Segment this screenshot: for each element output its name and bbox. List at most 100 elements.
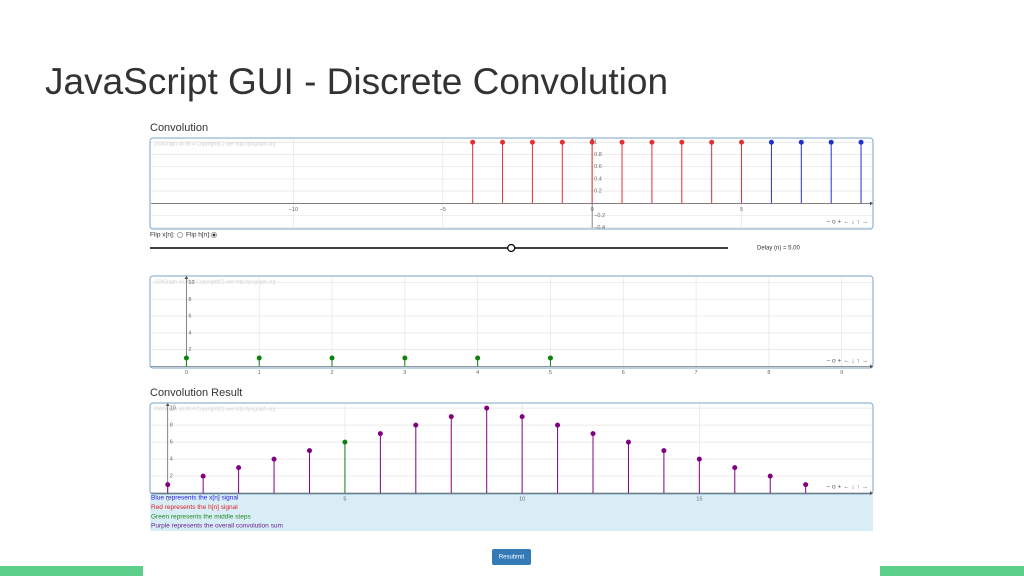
stem-dot [500, 139, 506, 145]
y-tick-label: 1 [594, 140, 597, 146]
y-tick-label: 0.4 [594, 176, 602, 182]
x-tick-label: 5 [740, 207, 743, 213]
stem-dot [732, 465, 738, 471]
stem-dot [547, 355, 553, 361]
stem-dot [679, 139, 685, 145]
y-tick-label: 6 [188, 314, 191, 320]
radio-dot[interactable] [212, 233, 216, 237]
delay-label: Delay (n) = 5.00 [757, 246, 801, 252]
stem-dot [448, 414, 454, 420]
section-title: Convolution Result [150, 387, 242, 399]
nav-controls[interactable]: − o + ← ↓ ↑ → [826, 219, 868, 226]
y-tick-label: 8 [170, 423, 173, 429]
slide-title: JavaScript GUI - Discrete Convolution [45, 61, 668, 102]
radio-label: Flip h[n]: [186, 232, 211, 239]
stem-dot [529, 139, 535, 145]
stem-dot [798, 139, 804, 145]
x-tick-label: 2 [330, 370, 333, 376]
stem-dot [696, 456, 702, 462]
x-tick-label: 0 [166, 497, 169, 503]
stem-dot [858, 139, 864, 145]
x-tick-label: −5 [440, 207, 446, 213]
y-tick-label: 4 [188, 330, 191, 336]
x-tick-label: 1 [258, 370, 261, 376]
x-axis-arrow [870, 364, 873, 369]
y-tick-label: 2 [188, 347, 191, 353]
stem-dot [589, 139, 595, 145]
y-tick-label: 0.6 [594, 164, 602, 170]
stem-dot [402, 355, 408, 361]
y-tick-label: 8 [188, 297, 191, 303]
x-axis-arrow [870, 201, 873, 206]
x-tick-label: 5 [549, 370, 552, 376]
y-tick-label: −0.2 [594, 213, 605, 219]
stem-dot [256, 355, 262, 361]
chart-frame [149, 402, 874, 495]
stem-dot [619, 139, 625, 145]
watermark: JSXGraph v0.99.4 Copyright(C) see http:/… [154, 279, 276, 285]
stem-dot [183, 355, 189, 361]
x-tick-label: 10 [519, 497, 525, 503]
x-tick-label: 5 [343, 497, 346, 503]
radio[interactable] [177, 232, 183, 238]
note: Purple represents the overall convolutio… [151, 523, 283, 530]
stem-dot [661, 448, 667, 454]
chart-frame [149, 137, 874, 230]
y-tick-label: 4 [170, 457, 173, 463]
notes-box [150, 494, 873, 531]
x-tick-label: 15 [696, 497, 702, 503]
stem-dot [649, 139, 655, 145]
resubmit-button[interactable] [492, 549, 531, 565]
slider-knob[interactable] [507, 243, 516, 253]
button-label[interactable]: Resubmit [499, 555, 525, 561]
stem-dot [413, 422, 419, 428]
note: Red represents the h[n] signal [151, 504, 238, 511]
watermark: JSXGraph v0.99.4 Copyright(C) see http:/… [154, 141, 276, 147]
x-tick-label: 0 [185, 370, 188, 376]
stem-dot [271, 456, 277, 462]
stem-dot [803, 482, 809, 488]
x-axis-arrow [870, 491, 873, 496]
stem-dot [625, 439, 631, 445]
x-tick-label: 7 [695, 370, 698, 376]
x-tick-label: 4 [476, 370, 479, 376]
y-tick-label: 10 [188, 280, 194, 286]
stem-dot [306, 448, 312, 454]
stem-dot [165, 482, 171, 488]
stem-dot [768, 139, 774, 145]
stem-dot [342, 439, 348, 445]
y-tick-label: 0.8 [594, 152, 602, 158]
stem-dot [590, 431, 596, 437]
stem-dot [470, 139, 476, 145]
stem-dot [828, 139, 834, 145]
x-tick-label: 6 [622, 370, 625, 376]
note: Green represents the middle steps [151, 513, 251, 520]
stem-dot [739, 139, 745, 145]
x-tick-label: 3 [403, 370, 406, 376]
nav-controls[interactable]: − o + ← ↓ ↑ → [826, 484, 868, 491]
y-axis-arrow [184, 276, 189, 279]
y-tick-label: 2 [170, 474, 173, 480]
x-tick-label: 8 [767, 370, 770, 376]
note: Blue represents the x[n] signal [151, 495, 239, 502]
stem-dot [767, 473, 773, 479]
x-tick-label: −10 [289, 207, 298, 213]
y-tick-label: −0.4 [594, 225, 605, 231]
stem-dot [519, 414, 525, 420]
nav-controls[interactable]: − o + ← ↓ ↑ → [826, 358, 868, 365]
stem-dot [200, 473, 206, 479]
stem-dot [377, 431, 383, 437]
stem-dot [329, 355, 335, 361]
y-axis-arrow [165, 403, 170, 406]
section-title: Convolution [150, 122, 208, 134]
chart-frame [149, 275, 874, 369]
stem-dot [484, 405, 490, 411]
y-tick-label: 0.2 [594, 189, 602, 195]
y-tick-label: 6 [170, 440, 173, 446]
watermark: JSXGraph v0.99.4 Copyright(C) see http:/… [154, 406, 276, 412]
stem-dot [236, 465, 242, 471]
stem-dot [559, 139, 565, 145]
stem-dot [709, 139, 715, 145]
stem-dot [475, 355, 481, 361]
